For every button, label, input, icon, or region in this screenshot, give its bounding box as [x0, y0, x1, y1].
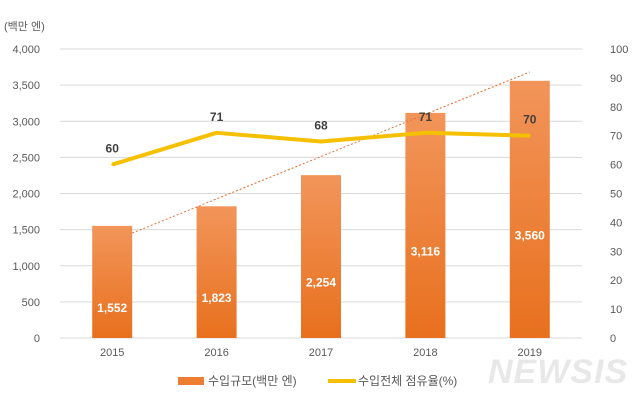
legend-line-label: 수입전체 점유율(%) [358, 374, 457, 388]
legend-bar-swatch [178, 377, 204, 385]
left-axis-tick: 1,500 [12, 225, 40, 237]
left-axis-tick: 2,000 [12, 189, 40, 201]
left-axis-tick: 2,500 [12, 152, 40, 164]
share-value-label: 60 [106, 142, 120, 156]
share-point-2017 [320, 140, 322, 143]
bar-value-label: 1,823 [202, 291, 232, 305]
share-value-label: 71 [419, 110, 433, 124]
right-axis-tick: 30 [610, 246, 622, 258]
bar-2018 [405, 112, 446, 338]
share-value-label: 68 [314, 118, 328, 132]
share-line [111, 130, 530, 167]
x-axis-tick: 2017 [309, 347, 333, 359]
x-axis-tick: 2019 [518, 347, 542, 359]
bar-2017 [301, 175, 341, 338]
share-value-label: 71 [210, 110, 224, 124]
left-axis-tick: 3,000 [12, 116, 40, 128]
right-axis-tick: 40 [610, 217, 622, 229]
share-point-2019 [528, 134, 531, 137]
share-point-2016 [215, 131, 218, 134]
share-value-label: 70 [523, 113, 537, 127]
bar-value-label: 2,254 [306, 276, 336, 290]
right-axis-tick: 90 [610, 73, 622, 85]
newsis-watermark: NEWSIS [488, 353, 628, 391]
right-axis-tick: 0 [610, 333, 616, 345]
right-axis-tick: 60 [610, 160, 622, 172]
share-point-2018 [424, 131, 427, 134]
left-axis-tick: 1,000 [12, 261, 40, 273]
bar-value-label: 3,560 [515, 228, 545, 242]
bar-value-label: 3,116 [411, 244, 441, 258]
bar-2015 [92, 225, 133, 338]
x-axis-tick: 2015 [100, 347, 124, 359]
bar-2016 [196, 206, 237, 338]
right-axis-tick: 100 [610, 44, 628, 56]
share-point-2015 [111, 163, 114, 166]
trendline [132, 71, 530, 234]
left-axis-tick: 4,000 [12, 44, 40, 56]
left-axis-tick: 500 [22, 297, 40, 309]
right-axis-tick: 20 [610, 275, 622, 287]
left-axis-tick: 0 [34, 333, 40, 345]
right-axis-tick: 10 [610, 304, 622, 316]
bar-value-label: 1,552 [97, 301, 127, 315]
legend-line-swatch [328, 379, 356, 383]
x-axis-tick: 2018 [413, 347, 437, 359]
right-axis-tick: 80 [610, 102, 622, 114]
left-axis-tick: 3,500 [12, 80, 40, 92]
bar-2019 [509, 80, 550, 338]
right-axis-tick: 50 [610, 189, 622, 201]
legend-bar-label: 수입규모(백만 엔) [208, 374, 297, 388]
right-axis-tick: 70 [610, 131, 622, 143]
left-axis-unit-label: (백만 엔) [4, 20, 45, 33]
x-axis-tick: 2016 [204, 347, 228, 359]
